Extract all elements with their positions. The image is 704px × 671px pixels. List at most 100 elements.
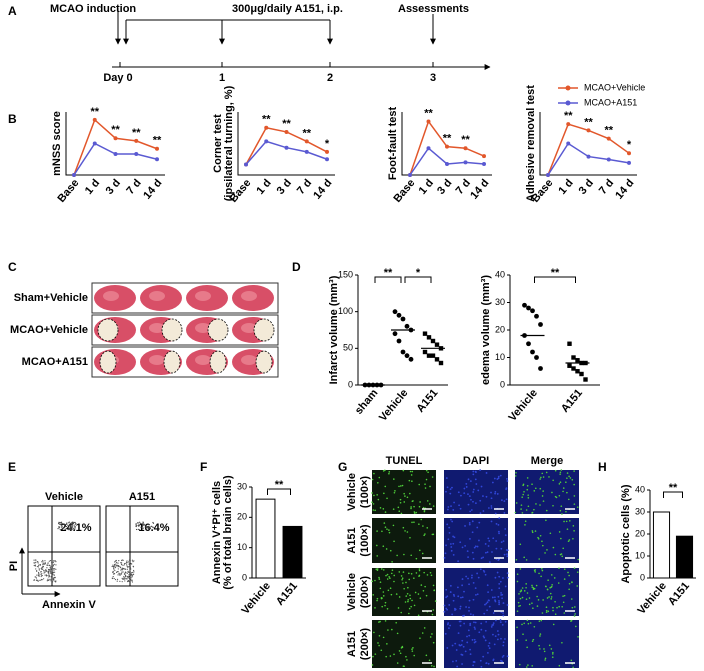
nucleus — [480, 485, 483, 488]
tunel-cell — [410, 507, 412, 510]
tunel-cell — [520, 508, 522, 510]
tunel-cell — [406, 531, 409, 533]
tunel-cell — [384, 469, 386, 472]
event-dot — [70, 527, 72, 529]
nucleus — [464, 544, 467, 547]
tunel-cell — [418, 549, 421, 552]
nucleus — [503, 553, 506, 556]
significance: ** — [275, 479, 284, 491]
significance: ** — [384, 267, 393, 279]
nucleus — [482, 510, 485, 512]
event-dot — [114, 566, 117, 569]
significance: ** — [443, 133, 452, 145]
tunel-cell — [528, 603, 531, 606]
tunel-cell — [408, 607, 411, 610]
bar — [652, 511, 671, 579]
nucleus — [487, 644, 490, 647]
tunel-cell — [550, 648, 553, 650]
day-label: 2 — [327, 72, 333, 84]
tunel-cell — [523, 622, 525, 625]
tunel-cell — [535, 503, 537, 505]
tunel-cell — [376, 599, 378, 602]
tunel-cell — [422, 590, 425, 592]
nucleus — [484, 629, 487, 632]
event-dot — [123, 573, 126, 575]
nucleus — [498, 603, 501, 606]
nucleus — [469, 510, 472, 513]
tunel-cell — [418, 569, 421, 572]
event-dot — [55, 564, 57, 566]
point — [627, 151, 631, 156]
tunel-cell — [422, 525, 424, 527]
tunel-cell — [525, 559, 528, 561]
panel-label: H — [598, 460, 607, 474]
tunel-cell — [376, 494, 378, 496]
event-dot — [125, 562, 127, 565]
event-dot — [123, 578, 125, 580]
x-tick-label: A151 — [274, 580, 300, 608]
tunel-cell — [561, 513, 563, 515]
tunel-cell — [577, 636, 579, 638]
infarct — [253, 318, 275, 342]
tunel-cell — [398, 510, 401, 513]
point — [134, 152, 139, 156]
tunel-cell — [549, 532, 552, 535]
tunel-cell — [372, 655, 374, 658]
tunel-cell — [547, 610, 550, 613]
point — [567, 341, 572, 346]
infarct — [163, 350, 181, 374]
y-axis-label: mNSS score — [51, 111, 63, 176]
nucleus — [457, 595, 460, 598]
event-dot — [121, 581, 123, 583]
nucleus — [502, 602, 505, 604]
x-tick-label: Vehicle — [239, 580, 273, 617]
tunel-cell — [545, 509, 548, 512]
nucleus — [498, 587, 501, 590]
tunel-cell — [558, 483, 561, 485]
y-axis-label: Infarct volume (mm³) — [328, 275, 340, 384]
tunel-cell — [571, 581, 573, 583]
tunel-cell — [544, 657, 547, 660]
event-dot — [125, 571, 127, 574]
tunel-cell — [407, 600, 409, 603]
nucleus — [472, 470, 475, 473]
event-dot — [131, 581, 134, 583]
tunel-cell — [379, 507, 382, 509]
event-dot — [42, 559, 44, 562]
nucleus — [478, 631, 481, 634]
nucleus — [459, 507, 462, 510]
tunel-cell — [539, 504, 541, 506]
tunel-cell — [531, 530, 534, 532]
tunel-cell — [428, 659, 431, 662]
event-dot — [128, 559, 130, 561]
event-dot — [119, 573, 121, 575]
event-dot — [141, 525, 144, 527]
tunel-cell — [568, 574, 570, 577]
point — [567, 363, 572, 368]
tunel-cell — [409, 594, 411, 597]
tunel-cell — [376, 568, 379, 570]
nucleus — [491, 551, 493, 553]
tunel-cell — [541, 472, 544, 475]
nucleus — [498, 575, 501, 578]
nucleus — [452, 542, 455, 545]
point — [155, 157, 159, 162]
tunel-cell — [430, 664, 433, 667]
nucleus — [482, 655, 485, 658]
nucleus — [464, 525, 466, 527]
bracket — [534, 276, 576, 283]
tunel-cell — [419, 501, 421, 503]
point — [538, 366, 543, 371]
nucleus — [497, 595, 500, 598]
axis — [401, 112, 492, 176]
event-dot — [121, 569, 124, 571]
event-dot — [132, 560, 134, 563]
nucleus — [474, 587, 477, 590]
event-dot — [58, 527, 60, 529]
tunel-cell — [516, 573, 519, 576]
tunel-cell — [575, 625, 577, 628]
nucleus — [497, 523, 500, 526]
tunel-cell — [549, 586, 551, 589]
tunel-cell — [425, 654, 428, 657]
event-dot — [54, 568, 56, 570]
